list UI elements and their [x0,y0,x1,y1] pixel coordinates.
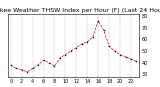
Title: Milwaukee Weather THSW Index per Hour (F) (Last 24 Hours): Milwaukee Weather THSW Index per Hour (F… [0,8,160,13]
